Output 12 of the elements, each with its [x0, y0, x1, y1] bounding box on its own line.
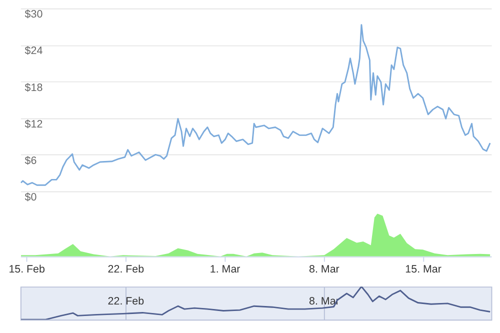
x-tick-label: 22. Feb [108, 296, 144, 308]
x-tick-label: 15. Feb [8, 263, 45, 276]
y-tick-label: $6 [24, 154, 37, 167]
y-tick-label: $12 [24, 118, 43, 130]
y-tick-label: $18 [24, 82, 43, 94]
y-tick-label: $24 [24, 45, 43, 58]
x-tick-label: 8. Mar [309, 263, 340, 276]
x-tick-label: 22. Feb [108, 263, 144, 276]
y-tick-label: $0 [24, 191, 37, 204]
y-tick-label: $30 [24, 8, 43, 21]
x-tick-label: 1. Mar [210, 263, 241, 276]
x-tick-label: 15. Mar [405, 263, 442, 276]
